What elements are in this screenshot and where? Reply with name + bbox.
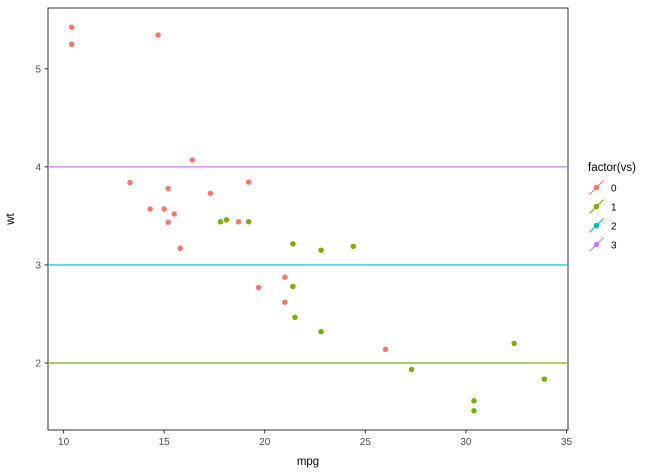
legend-key-point	[593, 184, 600, 191]
x-tick-label: 15	[159, 437, 171, 448]
data-point	[541, 376, 548, 382]
data-point	[155, 32, 161, 38]
data-point	[217, 219, 224, 225]
data-point	[292, 314, 298, 321]
data-point	[350, 243, 357, 250]
data-point	[171, 211, 177, 217]
data-point	[511, 340, 517, 347]
x-tick-label: 20	[259, 437, 271, 448]
data-point	[471, 408, 477, 414]
hlines-layer	[48, 166, 568, 364]
data-point	[255, 284, 262, 291]
data-point	[235, 219, 242, 225]
y-tick-label: 2	[35, 359, 41, 370]
data-point	[68, 24, 75, 30]
axes-layer: 10 15 20 25 30 35 2 3 4 5	[35, 64, 572, 448]
data-point	[318, 328, 324, 335]
legend-key-point	[593, 222, 600, 229]
y-tick-label: 4	[35, 162, 41, 173]
data-point	[382, 346, 389, 353]
x-axis-title: mpg	[297, 456, 319, 468]
plot-panel-layer	[47, 7, 569, 431]
data-point	[408, 366, 415, 373]
data-point	[147, 206, 153, 212]
legend-item-label: 0	[611, 184, 617, 195]
data-point	[282, 274, 288, 280]
x-tick-label: 10	[58, 437, 70, 448]
legend-item-label: 1	[611, 203, 617, 214]
data-point	[207, 190, 214, 197]
legend-title: factor(vs)	[588, 162, 636, 174]
x-tick-label: 25	[360, 437, 372, 448]
legend: factor(vs) 0 1 2 3	[588, 162, 636, 253]
data-point	[471, 398, 477, 404]
legend-key-point	[593, 203, 600, 210]
legend-item-label: 3	[611, 241, 617, 252]
data-point	[245, 179, 252, 185]
legend-key-point	[593, 241, 600, 248]
data-point	[189, 157, 196, 163]
data-point	[165, 219, 171, 226]
data-point	[161, 206, 167, 212]
data-point	[68, 41, 75, 48]
data-point	[223, 217, 230, 223]
data-point	[290, 283, 296, 290]
data-point	[318, 247, 324, 253]
data-point	[245, 219, 252, 225]
y-tick-label: 3	[35, 260, 41, 271]
x-tick-label: 30	[460, 437, 472, 448]
y-axis-title: wt	[5, 212, 17, 225]
y-tick-label: 5	[35, 64, 41, 75]
data-point	[290, 241, 296, 247]
plot-panel	[47, 7, 569, 431]
x-tick-label: 35	[561, 437, 573, 448]
data-point	[165, 185, 171, 192]
legend-item-label: 2	[611, 222, 617, 233]
data-point	[127, 179, 133, 186]
data-point	[177, 245, 184, 252]
points-layer	[68, 24, 548, 414]
data-point	[282, 299, 288, 305]
